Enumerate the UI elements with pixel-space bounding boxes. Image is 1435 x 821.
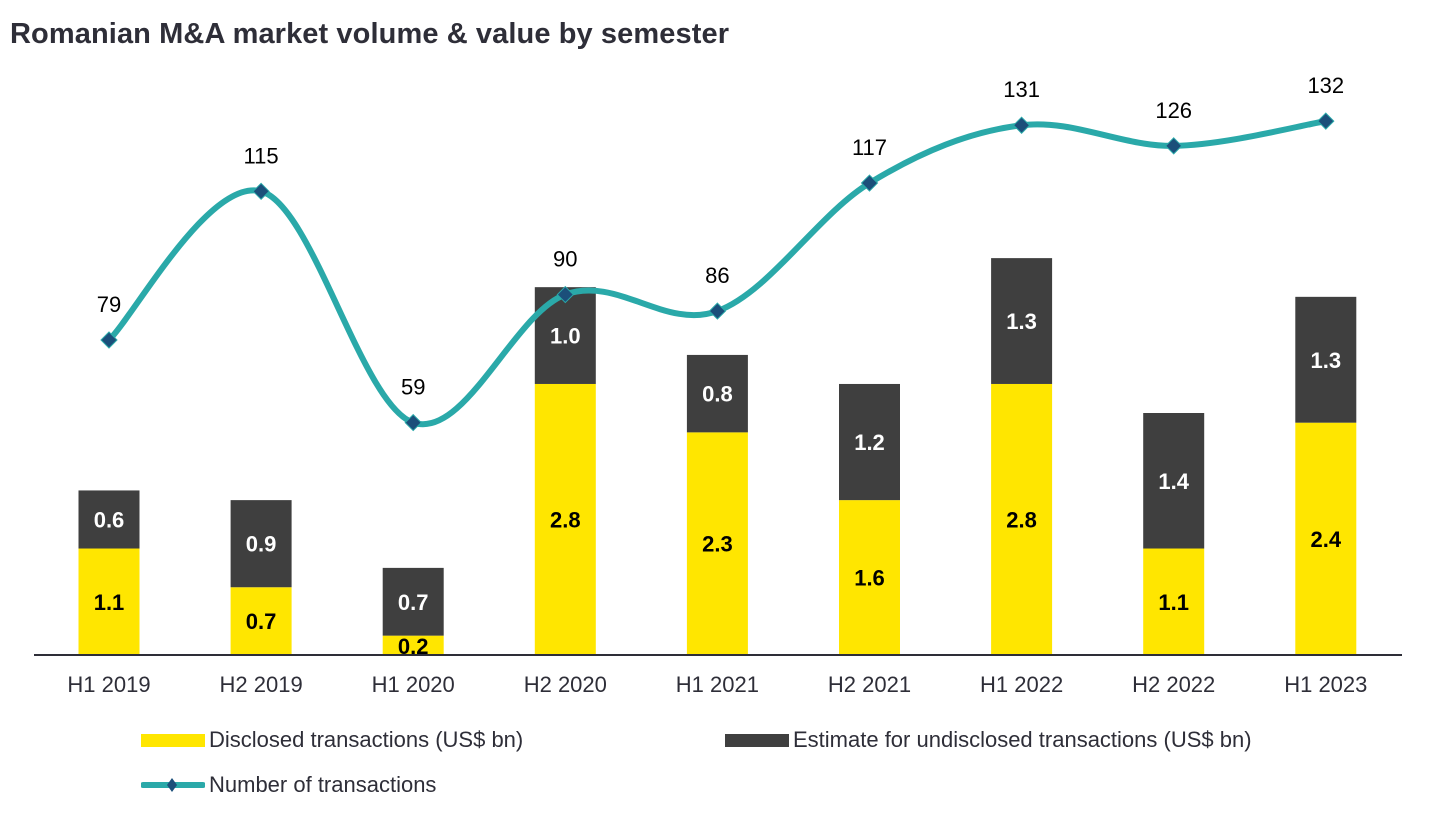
x-tick-label: H2 2021 [828, 672, 911, 697]
data-label-disclosed: 1.6 [854, 566, 885, 591]
bar-disclosed [1295, 422, 1357, 655]
x-axis-labels: H1 2019 H2 2019 H1 2020 H2 2020 H1 2021 H2 20… [67, 672, 1367, 697]
x-tick-label: H2 2020 [524, 672, 607, 697]
data-label-disclosed: 0.7 [246, 609, 277, 634]
data-label-count: 126 [1155, 98, 1192, 123]
data-label-undisclosed: 0.9 [246, 532, 277, 557]
data-label-disclosed: 2.8 [1006, 507, 1037, 532]
x-tick-label: H2 2019 [220, 672, 303, 697]
data-label-count: 117 [852, 135, 887, 160]
line-marker [1012, 116, 1031, 134]
data-label-undisclosed: 0.6 [94, 507, 125, 532]
data-label-disclosed: 2.3 [702, 532, 733, 557]
data-label-count: 59 [401, 375, 425, 400]
bar-disclosed [78, 548, 140, 655]
bar-undisclosed [686, 354, 748, 433]
bar-undisclosed [991, 258, 1053, 384]
bar-disclosed [1143, 548, 1205, 655]
line-marker [1164, 137, 1183, 155]
x-tick-label: H2 2022 [1132, 672, 1215, 697]
x-tick-label: H1 2023 [1284, 672, 1367, 697]
bar-undisclosed [230, 500, 292, 588]
bar-undisclosed [1143, 413, 1205, 549]
legend-swatch-count [141, 778, 205, 792]
bar-disclosed [991, 383, 1053, 655]
data-label-undisclosed: 1.3 [1006, 309, 1037, 334]
data-label-undisclosed: 0.7 [398, 590, 429, 615]
bars-layer: 1.10.60.70.90.20.72.81.02.30.81.61.22.81… [78, 258, 1357, 659]
legend-label-disclosed: Disclosed transactions (US$ bn) [209, 727, 524, 752]
bar-undisclosed [78, 490, 140, 549]
data-label-disclosed: 1.1 [94, 590, 125, 615]
bar-disclosed [230, 587, 292, 655]
data-label-undisclosed: 1.2 [854, 430, 885, 455]
bar-undisclosed [382, 567, 444, 636]
data-label-count: 90 [553, 247, 577, 272]
line-marker [708, 302, 727, 320]
legend-swatch-undisclosed [725, 733, 789, 747]
legend-swatch-disclosed [141, 733, 205, 747]
x-tick-label: H1 2022 [980, 672, 1063, 697]
legend-label-count: Number of transactions [209, 772, 437, 797]
data-label-disclosed: 1.1 [1158, 590, 1189, 615]
legend-item-count: Number of transactions [141, 772, 436, 798]
bar-undisclosed [1295, 296, 1357, 423]
chart-title: Romanian M&A market volume & value by se… [10, 18, 730, 50]
data-label-count: 115 [244, 143, 279, 168]
data-label-disclosed: 2.4 [1311, 527, 1342, 552]
bar-undisclosed [839, 383, 900, 501]
data-label-count: 131 [1003, 77, 1040, 102]
line-marker [404, 413, 422, 432]
data-label-undisclosed: 1.3 [1311, 348, 1342, 373]
line-layer: 79 115 59 90 86 117 131 126 132 [97, 73, 1344, 432]
data-label-count: 79 [97, 292, 121, 317]
legend-item-disclosed: Disclosed transactions (US$ bn) [141, 727, 523, 753]
bar-disclosed [534, 383, 596, 655]
data-label-disclosed: 2.8 [550, 507, 581, 532]
bar-disclosed [382, 635, 444, 655]
line-marker [556, 285, 575, 304]
line-marker [252, 182, 270, 201]
bar-disclosed [686, 432, 748, 655]
x-tick-label: H1 2020 [372, 672, 455, 697]
data-label-undisclosed: 1.0 [550, 324, 581, 349]
x-tick-label: H1 2019 [67, 672, 150, 697]
line-marker [860, 174, 879, 192]
line-marker [100, 331, 118, 349]
data-label-undisclosed: 0.8 [702, 382, 733, 407]
x-tick-label: H1 2021 [676, 672, 759, 697]
data-label-count: 86 [705, 263, 729, 288]
line-marker [1317, 112, 1335, 130]
data-label-undisclosed: 1.4 [1158, 469, 1189, 494]
legend-label-undisclosed: Estimate for undisclosed transactions (U… [793, 727, 1252, 752]
data-label-count: 132 [1307, 73, 1344, 98]
legend-item-undisclosed: Estimate for undisclosed transactions (U… [725, 727, 1252, 753]
line-number-of-transactions [106, 118, 1329, 428]
bar-disclosed [839, 500, 900, 655]
